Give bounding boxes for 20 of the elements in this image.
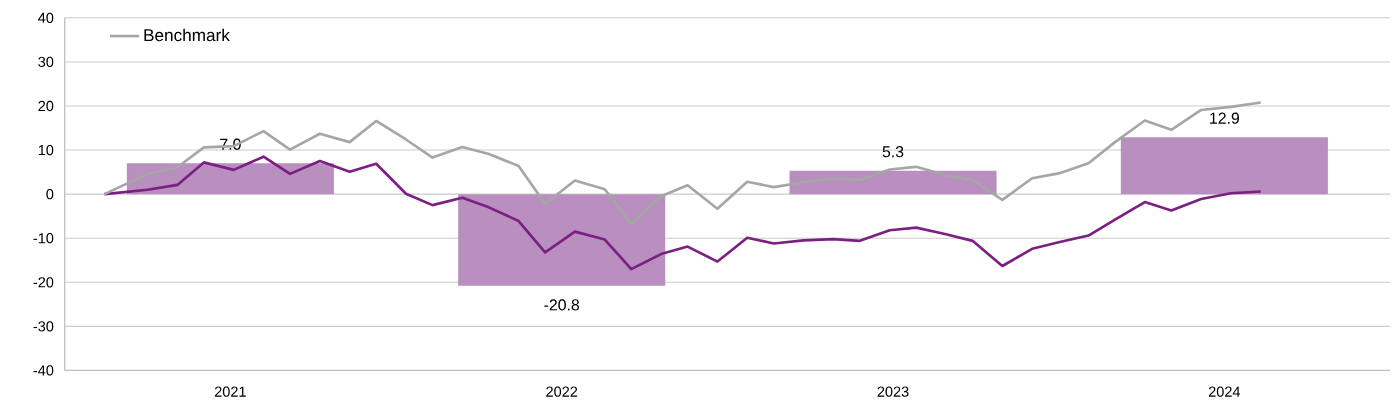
y-tick-label: -10 <box>33 233 54 244</box>
y-tick-label: 0 <box>46 188 54 200</box>
x-tick-label: 2023 <box>877 386 909 397</box>
bar <box>458 194 666 286</box>
y-tick-label: 30 <box>38 56 54 67</box>
bar <box>1120 137 1328 195</box>
y-tick-label: 10 <box>38 144 54 156</box>
y-tick-label: -20 <box>33 277 54 288</box>
x-tick-label: 2022 <box>546 386 578 397</box>
legend-label: Benchmark <box>144 28 230 42</box>
y-tick-label: 40 <box>38 12 54 23</box>
y-tick-label: 20 <box>38 100 54 112</box>
x-tick-label: 2024 <box>1208 386 1241 397</box>
data-label: 12.9 <box>1210 112 1240 124</box>
data-label: -20.8 <box>544 299 580 311</box>
data-label: 5.3 <box>882 146 904 158</box>
x-tick-label: 2021 <box>214 386 246 397</box>
line-series <box>103 101 1263 225</box>
y-tick-label: -30 <box>33 321 54 332</box>
y-tick-label: -40 <box>33 365 54 376</box>
